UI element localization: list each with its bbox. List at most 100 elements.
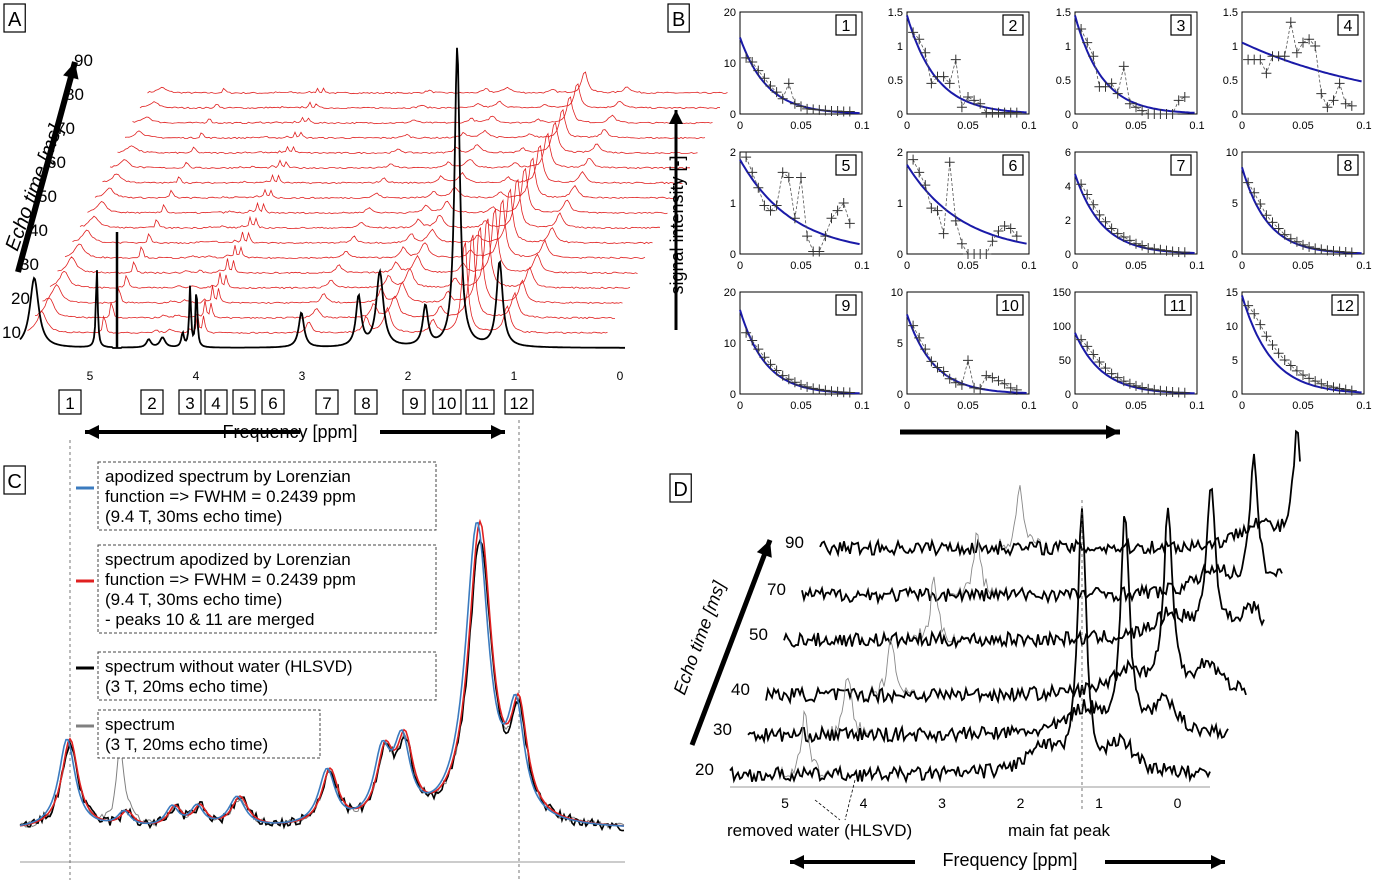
panel-d-x-tick: 5 [781, 795, 789, 811]
data-point [741, 327, 752, 338]
subplot-label-box [1170, 14, 1192, 36]
data-point [975, 98, 986, 109]
annotation-fat: main fat peak [1008, 821, 1111, 840]
data-point [777, 370, 788, 381]
data-point [814, 246, 825, 257]
data-point [1243, 177, 1254, 188]
x-tick: 0 [904, 400, 910, 412]
data-point [759, 200, 770, 211]
panel-d-xlabel: Frequency [ppm] [942, 850, 1077, 870]
data-point [1137, 240, 1148, 251]
data-point [1328, 382, 1339, 393]
data-point [1243, 300, 1254, 311]
panel-d-freq-arrow-left-head [790, 855, 804, 869]
data-point [999, 378, 1010, 389]
subplot-label-box [835, 294, 857, 316]
data-point [1100, 363, 1111, 374]
panel-a-echo-arrow [15, 61, 79, 273]
data-point [1179, 247, 1190, 258]
data-point [981, 249, 992, 259]
data-point [950, 54, 961, 65]
y-tick: 150 [1053, 287, 1071, 299]
data-point [1291, 236, 1302, 247]
peak-label-box [204, 389, 228, 415]
y-tick: 2 [730, 147, 736, 159]
data-point [1137, 105, 1148, 116]
subplot-label: 10 [1001, 298, 1019, 315]
x-tick: 0 [1239, 260, 1245, 272]
subplot-label-box [1002, 14, 1024, 36]
panel-a-freq-arrow-right-head [491, 425, 505, 439]
subplot-label: 3 [1177, 18, 1186, 35]
data-link [912, 159, 1018, 255]
y-tick: 0 [730, 389, 736, 401]
data-point [1076, 24, 1087, 34]
y-tick: 0 [897, 109, 903, 121]
data-point [993, 226, 1004, 237]
subplot-12: 12 0 5 10 15 0 0.05 0.1 [1226, 287, 1372, 412]
x-tick: 0 [1072, 260, 1078, 272]
data-point [820, 105, 831, 116]
panel-d-freq-arrow-left [790, 855, 915, 869]
data-point [747, 56, 758, 67]
x-tick: 0.05 [1125, 120, 1146, 132]
panel-b-letter-box [667, 3, 690, 33]
panel-a-echo-tick: 10 [2, 323, 21, 342]
x-tick: 0 [737, 120, 743, 132]
data-point [914, 332, 925, 343]
legend-entry: (9.4 T, 30ms echo time) [105, 507, 282, 526]
data-point [1255, 199, 1266, 210]
data-point [1340, 98, 1351, 109]
data-point [820, 385, 831, 396]
y-tick: 1 [730, 198, 736, 210]
panel-a-echo-tick: 90 [74, 51, 93, 70]
panel-d-echo-tick: 90 [785, 533, 804, 552]
data-point [1322, 245, 1333, 256]
data-point [1112, 372, 1123, 383]
data-point [993, 375, 1004, 386]
series-red-trace [57, 207, 638, 275]
y-tick: 10 [1226, 147, 1238, 159]
subplot-3: 3 0 0.5 1 1.5 0 0.05 0.1 [1056, 7, 1205, 132]
data-point [1255, 319, 1266, 330]
subplot-label: 11 [1170, 298, 1187, 315]
data-point [741, 52, 752, 63]
data-point [741, 152, 752, 163]
x-tick: 0 [904, 120, 910, 132]
peak-label-box [232, 389, 256, 415]
legend-entry: spectrum apodized by Lorenzian [105, 550, 351, 569]
peak-label-box [315, 389, 339, 415]
data-point [1304, 373, 1315, 384]
data-point [1279, 355, 1290, 365]
x-tick: 0.05 [790, 400, 811, 412]
y-tick: 0.5 [1223, 75, 1238, 87]
data-point [956, 102, 967, 113]
panel-c-letter-box [3, 465, 26, 495]
y-tick: 0 [730, 109, 736, 121]
x-tick: 0.05 [790, 260, 811, 272]
peak-label-box [432, 389, 462, 415]
peak-label: 2 [147, 394, 156, 413]
data-point [1310, 243, 1321, 254]
data-point [1076, 334, 1087, 345]
panel-a-x-tick: 5 [87, 369, 94, 383]
data-point [1304, 34, 1315, 45]
y-tick: 0.5 [888, 75, 903, 87]
data-point [908, 27, 919, 38]
y-tick: 4 [1065, 181, 1071, 193]
data-point [963, 92, 973, 102]
data-point [1291, 47, 1302, 58]
data-point [802, 103, 813, 114]
series-d-black [801, 453, 1283, 606]
data-point [1298, 239, 1308, 250]
panel-d-echo-arrow-head [756, 540, 772, 558]
data-point [753, 65, 764, 76]
data-point [969, 95, 980, 106]
data-point [1011, 384, 1022, 395]
peak-label: 12 [510, 394, 529, 413]
data-point [1106, 368, 1117, 379]
data-point [1131, 238, 1141, 249]
subplot-label: 4 [1344, 18, 1353, 35]
data-point [1131, 102, 1141, 113]
